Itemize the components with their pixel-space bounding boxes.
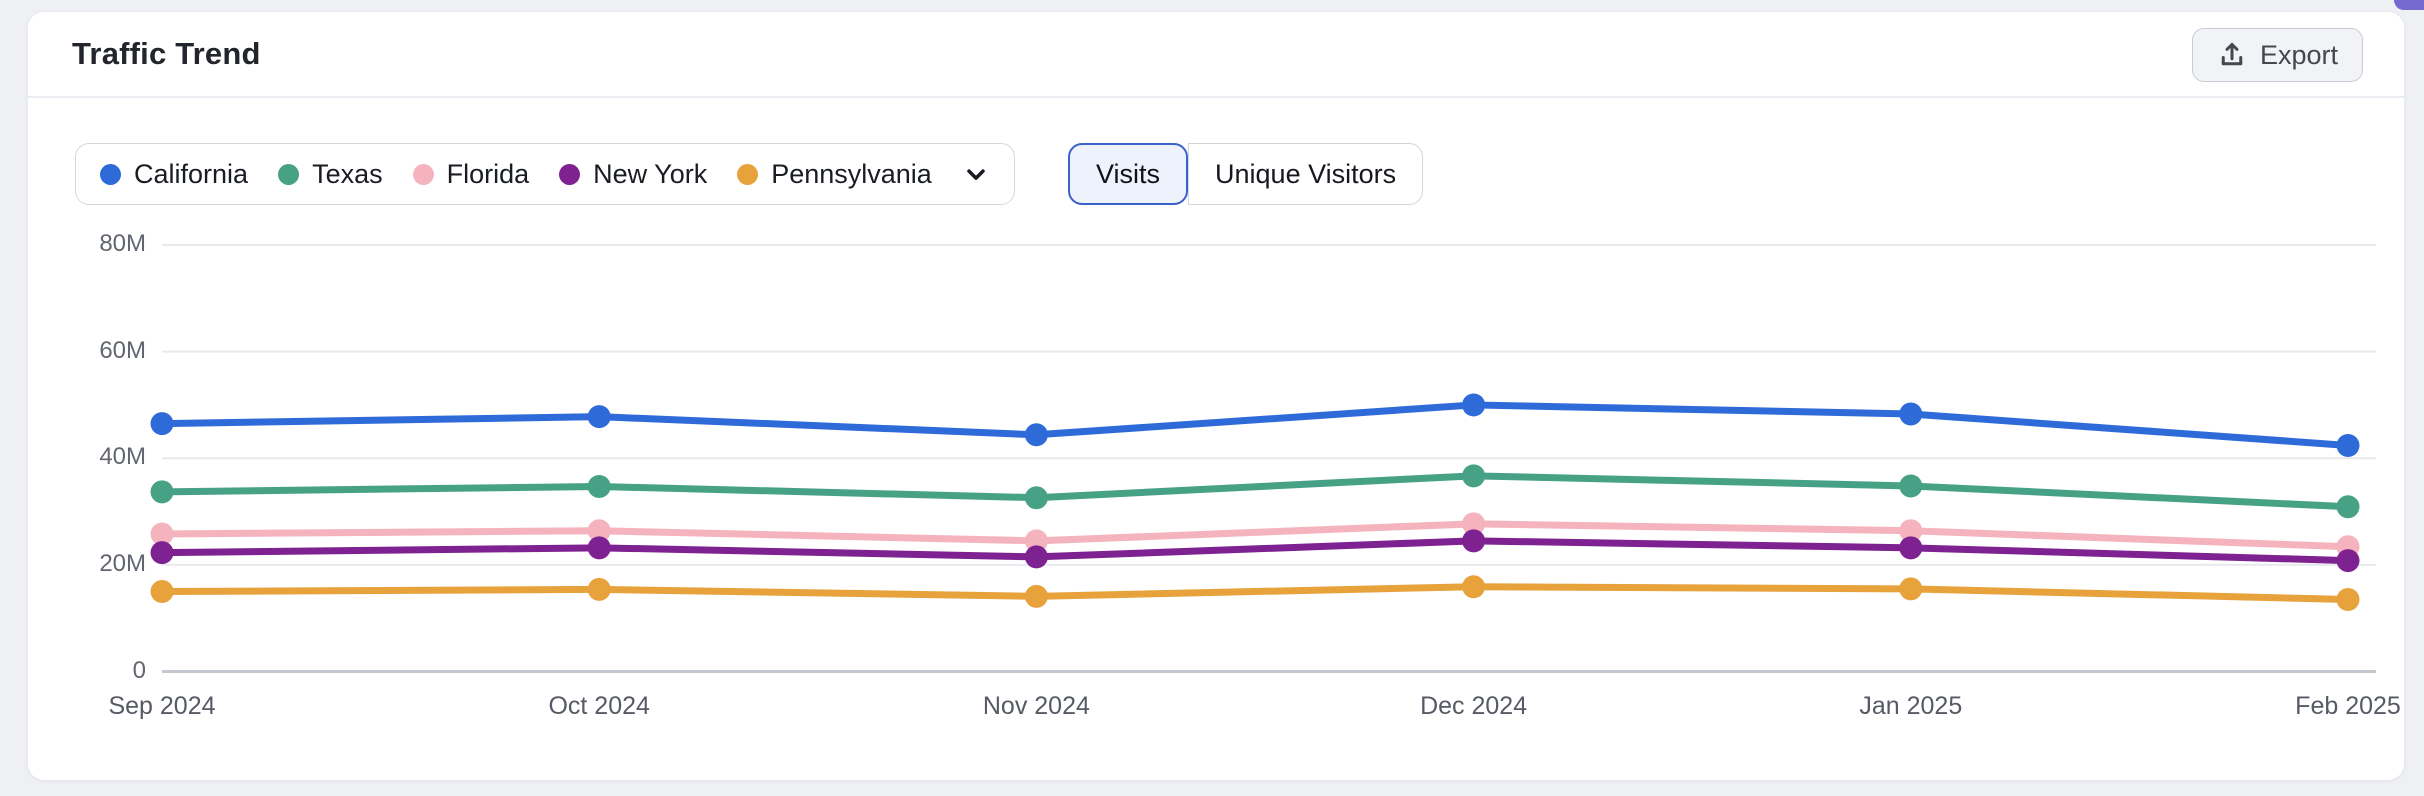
data-point-new-york-jan-2025[interactable] [1899, 536, 1923, 560]
data-point-florida-sep-2024[interactable] [150, 522, 174, 546]
metric-toggle: Visits Unique Visitors [1068, 143, 1424, 205]
data-point-california-sep-2024[interactable] [150, 412, 174, 436]
data-point-new-york-feb-2025[interactable] [2336, 549, 2360, 573]
series-line-california [158, 401, 2352, 449]
legend-item-label: Pennsylvania [771, 158, 932, 189]
page-title: Traffic Trend [72, 36, 261, 71]
toggle-option-visits[interactable]: Visits [1068, 143, 1189, 205]
legend-item-label: Texas [312, 158, 383, 189]
x-axis-tick-label: Oct 2024 [548, 692, 650, 720]
data-point-new-york-oct-2024[interactable] [587, 536, 611, 560]
y-axis-tick-label: 20M [99, 549, 146, 577]
data-point-florida-dec-2024[interactable] [1462, 512, 1486, 536]
legend-item-label: New York [593, 158, 708, 189]
export-button-label: Export [2259, 39, 2338, 70]
data-point-pennsylvania-dec-2024[interactable] [1462, 575, 1486, 599]
legend-item-label: California [134, 158, 249, 189]
x-axis-tick-label: Nov 2024 [982, 692, 1090, 720]
data-point-florida-jan-2025[interactable] [1899, 519, 1923, 543]
legend-item-california[interactable]: California [100, 159, 248, 190]
data-point-florida-oct-2024[interactable] [587, 519, 611, 543]
export-button[interactable]: Export [2191, 28, 2363, 82]
legend-item-pennsylvania[interactable]: Pennsylvania [737, 159, 932, 190]
data-point-texas-nov-2024[interactable] [1024, 486, 1048, 510]
legend-dot [412, 163, 434, 185]
series-legend: California Texas Florida New York Pennsylvan… [75, 143, 1015, 205]
x-axis-tick-label: Sep 2024 [108, 692, 216, 720]
series-line-florida [158, 520, 2352, 551]
data-point-california-jan-2025[interactable] [1899, 402, 1923, 426]
legend-dot [100, 163, 121, 185]
data-point-pennsylvania-nov-2024[interactable] [1024, 584, 1048, 608]
data-point-florida-nov-2024[interactable] [1024, 529, 1048, 553]
data-point-texas-jan-2025[interactable] [1899, 474, 1923, 498]
x-axis-tick-label: Dec 2024 [1420, 692, 1528, 720]
legend-dot [278, 163, 300, 185]
legend-dot [737, 163, 759, 185]
data-point-pennsylvania-feb-2025[interactable] [2336, 588, 2360, 612]
legend-item-new-york[interactable]: New York [559, 159, 707, 190]
data-point-texas-sep-2024[interactable] [150, 480, 174, 504]
data-point-california-oct-2024[interactable] [587, 405, 611, 429]
legend-item-florida[interactable]: Florida [412, 158, 530, 190]
card-header: Traffic Trend Export [28, 12, 2404, 98]
data-point-california-nov-2024[interactable] [1024, 423, 1048, 447]
x-axis-tick-label: Feb 2025 [2295, 692, 2401, 720]
data-point-pennsylvania-oct-2024[interactable] [587, 577, 611, 601]
y-axis-tick-label: 60M [99, 336, 146, 364]
legend-dot [559, 163, 581, 185]
legend-item-texas[interactable]: Texas [278, 159, 383, 190]
data-point-pennsylvania-jan-2025[interactable] [1899, 577, 1923, 601]
data-point-california-feb-2025[interactable] [2336, 433, 2360, 457]
data-point-new-york-dec-2024[interactable] [1462, 529, 1486, 553]
data-point-texas-feb-2025[interactable] [2336, 495, 2360, 519]
x-axis-tick-label: Jan 2025 [1859, 692, 1963, 720]
traffic-trend-card: Traffic Trend Export California Texas Flor… [28, 12, 2404, 780]
toggle-option-unique-visitors[interactable]: Unique Visitors [1188, 143, 1424, 205]
chevron-down-icon[interactable] [962, 160, 990, 188]
export-icon [2217, 40, 2247, 70]
series-line-pennsylvania [158, 583, 2352, 604]
corner-artifact [2394, 0, 2424, 10]
data-point-texas-dec-2024[interactable] [1462, 464, 1486, 488]
legend-item-label: Florida [446, 158, 530, 189]
data-point-pennsylvania-sep-2024[interactable] [150, 580, 174, 604]
series-line-new-york [158, 537, 2352, 565]
data-point-new-york-sep-2024[interactable] [150, 541, 174, 565]
data-point-texas-oct-2024[interactable] [587, 475, 611, 499]
series-line-texas [158, 472, 2352, 511]
data-point-new-york-nov-2024[interactable] [1024, 545, 1048, 569]
data-point-california-dec-2024[interactable] [1462, 393, 1486, 417]
traffic-trend-chart: 80M 60M 40M 20M 0 Sep 2024 Oct 2024 Nov 2024 Dec… [28, 12, 2404, 780]
y-axis-tick-label: 40M [99, 443, 146, 471]
line-chart-canvas [150, 244, 2376, 673]
y-axis-tick-label: 80M [99, 230, 146, 257]
y-axis-tick-label: 0 [132, 656, 146, 684]
